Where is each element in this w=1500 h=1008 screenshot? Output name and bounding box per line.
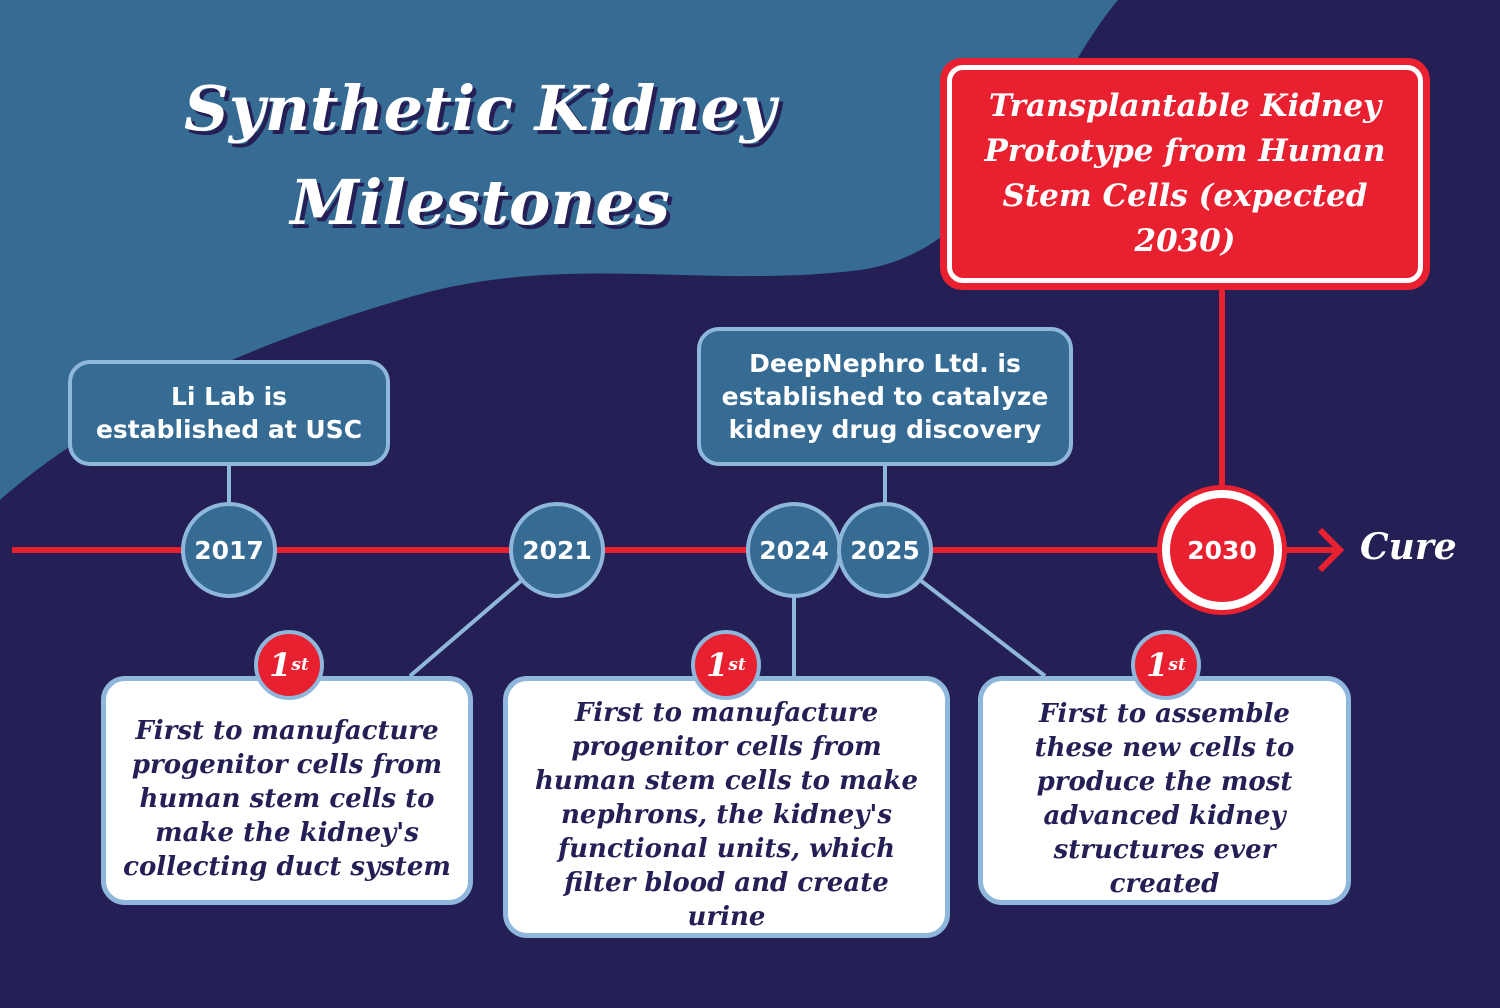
connector-2025-bottom [918,578,1047,678]
year-2017: 2017 [181,502,277,598]
first-nephrons: First to manufacture progenitor cells fr… [503,676,950,938]
badge-suffix: st [291,655,309,675]
badge-number: 1 [269,646,292,684]
year-2021: 2021 [509,502,605,598]
event-li-lab: Li Lab is established at USC [68,360,390,466]
event-deepnephro: DeepNephro Ltd. is established to cataly… [697,327,1073,466]
cure-label: Cure [1360,526,1457,568]
first-collecting-duct: First to manufacture progenitor cells fr… [101,676,473,905]
goal-box: Transplantable Kidney Prototype from Hum… [940,58,1430,290]
year-2030: 2030 [1162,490,1282,610]
badge-suffix: st [728,655,746,675]
goal-text: Transplantable Kidney Prototype from Hum… [947,65,1423,283]
year-2025: 2025 [837,502,933,598]
connector-2021 [408,578,524,678]
first-kidney-structures: First to assemble these new cells to pro… [978,676,1351,905]
page-title: Synthetic Kidney Milestones [184,72,776,239]
year-2024: 2024 [746,502,842,598]
background-wave [0,0,1118,500]
badge-suffix: st [1168,655,1186,675]
badge-number: 1 [1146,646,1169,684]
timeline-arrow-icon [1317,527,1345,573]
badge-number: 1 [706,646,729,684]
